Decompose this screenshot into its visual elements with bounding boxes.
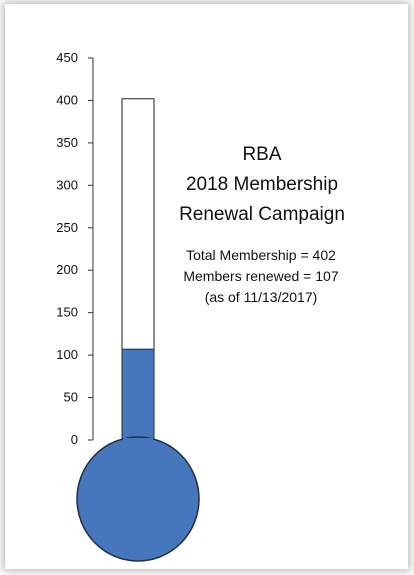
y-tick-label: 200: [56, 262, 78, 277]
y-tick-label: 300: [56, 177, 78, 192]
bulb-neck: [123, 438, 153, 446]
y-tick-label: 400: [56, 92, 78, 107]
y-tick-label: 50: [64, 390, 78, 405]
thermometer-bulb: [76, 436, 200, 562]
y-tick-label: 150: [56, 305, 78, 320]
chart-annotation-line: Total Membership = 402: [186, 247, 336, 263]
chart-title-line: 2018 Membership: [186, 174, 338, 195]
chart-title-line: Renewal Campaign: [179, 204, 345, 225]
y-tick-label: 450: [56, 50, 78, 65]
y-tick-label: 250: [56, 220, 78, 235]
chart-annotation-line: (as of 11/13/2017): [205, 289, 318, 305]
y-tick-label: 100: [56, 347, 78, 362]
members-renewed-bar: [121, 348, 155, 445]
y-tick-label: 0: [71, 432, 78, 447]
chart-annotation-line: Members renewed = 107: [183, 268, 338, 284]
chart-frame: [5, 4, 408, 569]
y-tick-label: 350: [56, 135, 78, 150]
chart-title-line: RBA: [242, 144, 281, 165]
